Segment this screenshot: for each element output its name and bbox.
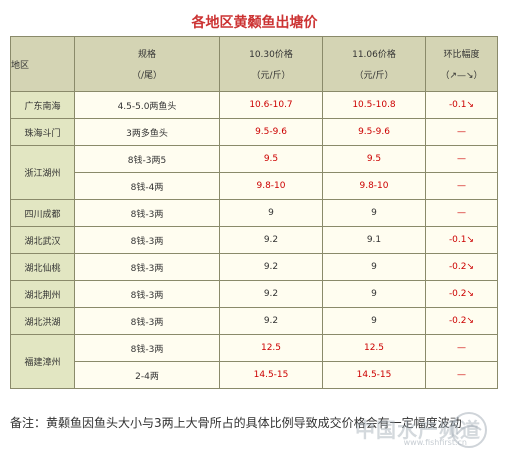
spec-cell: 4.5-5.0两鱼头 bbox=[74, 91, 220, 119]
table-row: 湖北洪湖 8钱-3两 9.2 9 -0.2↘ bbox=[10, 307, 498, 335]
price-1106-cell: 9.1 bbox=[322, 226, 426, 254]
table-row: 浙江湖州 8钱-3两5 9.5 9.5 — bbox=[10, 145, 498, 200]
change-cell: — bbox=[425, 361, 498, 389]
change-cell: — bbox=[425, 334, 498, 362]
spec-cell: 8钱-3两 bbox=[74, 307, 220, 335]
change-cell: -0.2↘ bbox=[425, 280, 498, 308]
table-row: 广东南海 4.5-5.0两鱼头 10.6-10.7 10.5-10.8 -0.1… bbox=[10, 91, 498, 119]
region-cell: 湖北荆州 bbox=[10, 280, 75, 308]
price-1106-cell: 9.8-10 bbox=[322, 172, 426, 200]
table-row: 湖北仙桃 8钱-3两 9.2 9 -0.2↘ bbox=[10, 253, 498, 281]
watermark-url: www.fishfirst.cn bbox=[403, 438, 467, 447]
region-cell: 广东南海 bbox=[10, 91, 75, 119]
change-cell: -0.2↘ bbox=[425, 307, 498, 335]
table-row: 8钱-4两 9.8-10 9.8-10 — bbox=[11, 172, 498, 200]
spec-cell: 8钱-3两 bbox=[74, 226, 220, 254]
header-spec: 规格 （/尾） bbox=[74, 36, 220, 92]
spec-cell: 3两多鱼头 bbox=[74, 118, 220, 146]
change-cell: -0.1↘ bbox=[425, 91, 498, 119]
change-cell: — bbox=[425, 172, 498, 200]
price-1030-cell: 14.5-15 bbox=[219, 361, 323, 389]
price-table: 地区 规格 （/尾） 10.30价格 （元/斤） 11.06价格 （元/斤） 环… bbox=[10, 36, 498, 389]
table-header-row: 地区 规格 （/尾） 10.30价格 （元/斤） 11.06价格 （元/斤） 环… bbox=[10, 36, 498, 92]
spec-cell: 8钱-3两 bbox=[74, 253, 220, 281]
price-1106-cell: 14.5-15 bbox=[322, 361, 426, 389]
table-row: 珠海斗门 3两多鱼头 9.5-9.6 9.5-9.6 — bbox=[10, 118, 498, 146]
header-price-1030: 10.30价格 （元/斤） bbox=[219, 36, 323, 92]
price-1106-cell: 9.5-9.6 bbox=[322, 118, 426, 146]
spec-cell: 8钱-3两 bbox=[74, 280, 220, 308]
table-row: 四川成都 8钱-3两 9 9 — bbox=[10, 199, 498, 227]
price-1106-cell: 9 bbox=[322, 280, 426, 308]
region-cell: 珠海斗门 bbox=[10, 118, 75, 146]
table-row: 2-4两 14.5-15 14.5-15 — bbox=[11, 361, 498, 389]
table-row: 湖北荆州 8钱-3两 9.2 9 -0.2↘ bbox=[10, 280, 498, 308]
price-1030-cell: 9.2 bbox=[219, 226, 323, 254]
price-1030-cell: 9.8-10 bbox=[219, 172, 323, 200]
header-region: 地区 bbox=[10, 36, 75, 92]
price-1030-cell: 9 bbox=[219, 199, 323, 227]
price-1106-cell: 10.5-10.8 bbox=[322, 91, 426, 119]
region-cell: 湖北洪湖 bbox=[10, 307, 75, 335]
region-cell: 四川成都 bbox=[10, 199, 75, 227]
spec-cell: 8钱-3两 bbox=[74, 199, 220, 227]
price-1030-cell: 9.2 bbox=[219, 253, 323, 281]
table-row: 湖北武汉 8钱-3两 9.2 9.1 -0.1↘ bbox=[10, 226, 498, 254]
price-1030-cell: 12.5 bbox=[219, 334, 323, 362]
price-1030-cell: 9.5-9.6 bbox=[219, 118, 323, 146]
price-1106-cell: 12.5 bbox=[322, 334, 426, 362]
table-row: 福建漳州 8钱-3两 12.5 12.5 — bbox=[10, 334, 498, 389]
change-cell: — bbox=[425, 199, 498, 227]
region-cell: 浙江湖州 bbox=[10, 145, 75, 200]
header-change: 环比幅度 （↗—↘） bbox=[425, 36, 498, 92]
price-1030-cell: 9.5 bbox=[219, 145, 323, 173]
change-cell: — bbox=[425, 118, 498, 146]
spec-cell: 2-4两 bbox=[74, 361, 220, 389]
footnote: 备注：黄颡鱼因鱼头大小与3两上大骨所占的具体比例导致成交价格会有一定幅度波动 bbox=[10, 416, 462, 430]
spec-cell: 8钱-3两 bbox=[74, 334, 220, 362]
page-title: 各地区黄颡鱼出塘价 bbox=[191, 15, 318, 31]
spec-cell: 8钱-3两5 bbox=[74, 145, 220, 173]
price-1030-cell: 9.2 bbox=[219, 280, 323, 308]
header-price-1106: 11.06价格 （元/斤） bbox=[322, 36, 426, 92]
region-cell: 湖北仙桃 bbox=[10, 253, 75, 281]
change-cell: -0.2↘ bbox=[425, 253, 498, 281]
price-1106-cell: 9.5 bbox=[322, 145, 426, 173]
spec-cell: 8钱-4两 bbox=[74, 172, 220, 200]
price-1106-cell: 9 bbox=[322, 199, 426, 227]
price-1030-cell: 10.6-10.7 bbox=[219, 91, 323, 119]
region-cell: 湖北武汉 bbox=[10, 226, 75, 254]
price-1106-cell: 9 bbox=[322, 307, 426, 335]
change-cell: — bbox=[425, 145, 498, 173]
price-1030-cell: 9.2 bbox=[219, 307, 323, 335]
region-cell: 福建漳州 bbox=[10, 334, 75, 389]
price-1106-cell: 9 bbox=[322, 253, 426, 281]
change-cell: -0.1↘ bbox=[425, 226, 498, 254]
